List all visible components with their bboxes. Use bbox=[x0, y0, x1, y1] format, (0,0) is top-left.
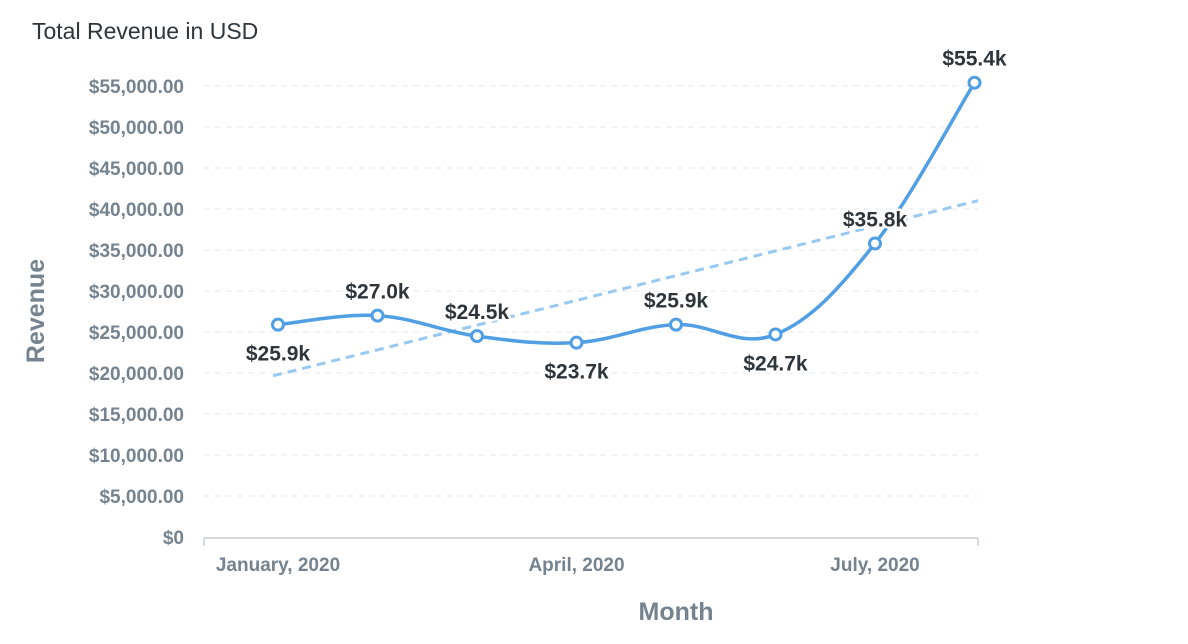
data-label: $55.4k bbox=[942, 48, 1007, 71]
x-tick-label: January, 2020 bbox=[216, 555, 340, 576]
data-label: $25.9k bbox=[246, 343, 311, 366]
y-tick-label: $25,000.00 bbox=[89, 323, 184, 344]
data-label: $24.5k bbox=[445, 301, 510, 324]
data-label: $25.9k bbox=[644, 290, 709, 313]
data-label: $23.7k bbox=[544, 361, 609, 384]
grid-layer bbox=[204, 85, 978, 497]
points-layer bbox=[271, 75, 982, 350]
y-tick-label: $15,000.00 bbox=[89, 405, 184, 426]
data-point[interactable] bbox=[370, 308, 385, 323]
y-tick-label: $20,000.00 bbox=[89, 364, 184, 385]
data-point[interactable] bbox=[967, 75, 982, 90]
x-axis: January, 2020 April, 2020 July, 2020 bbox=[203, 537, 979, 576]
y-tick-label: $50,000.00 bbox=[89, 118, 184, 139]
data-point[interactable] bbox=[271, 317, 285, 332]
y-tick-label: $55,000.00 bbox=[89, 77, 184, 98]
y-axis-label: Revenue bbox=[22, 259, 50, 363]
data-label: $27.0k bbox=[345, 281, 410, 304]
chart-title: Total Revenue in USD bbox=[32, 18, 259, 44]
x-axis-label: Month bbox=[639, 598, 714, 626]
x-tick-label: April, 2020 bbox=[528, 555, 624, 576]
y-tick-label: $5,000.00 bbox=[99, 487, 184, 508]
data-point[interactable] bbox=[470, 329, 484, 344]
data-labels-layer: $25.9k $27.0k $24.5k $23.7k $25.9k $24.7k $35.… bbox=[243, 45, 1009, 386]
data-point[interactable] bbox=[669, 317, 683, 332]
y-axis: $0 $5,000.00 $10,000.00 $15,000.00 $20,000.0… bbox=[89, 77, 184, 549]
y-tick-label: $35,000.00 bbox=[89, 241, 184, 262]
data-point[interactable] bbox=[768, 327, 783, 342]
y-tick-label: $10,000.00 bbox=[89, 446, 184, 467]
data-point[interactable] bbox=[569, 335, 584, 350]
trend-layer bbox=[272, 199, 979, 378]
x-tick-label: July, 2020 bbox=[830, 555, 919, 576]
data-point[interactable] bbox=[868, 236, 882, 251]
trend-line bbox=[272, 199, 979, 378]
y-tick-label: $0 bbox=[163, 528, 184, 549]
data-label: $24.7k bbox=[743, 352, 808, 375]
y-tick-label: $45,000.00 bbox=[89, 159, 184, 180]
y-tick-label: $30,000.00 bbox=[89, 282, 184, 303]
y-tick-label: $40,000.00 bbox=[89, 200, 184, 221]
data-label: $35.8k bbox=[843, 208, 908, 231]
